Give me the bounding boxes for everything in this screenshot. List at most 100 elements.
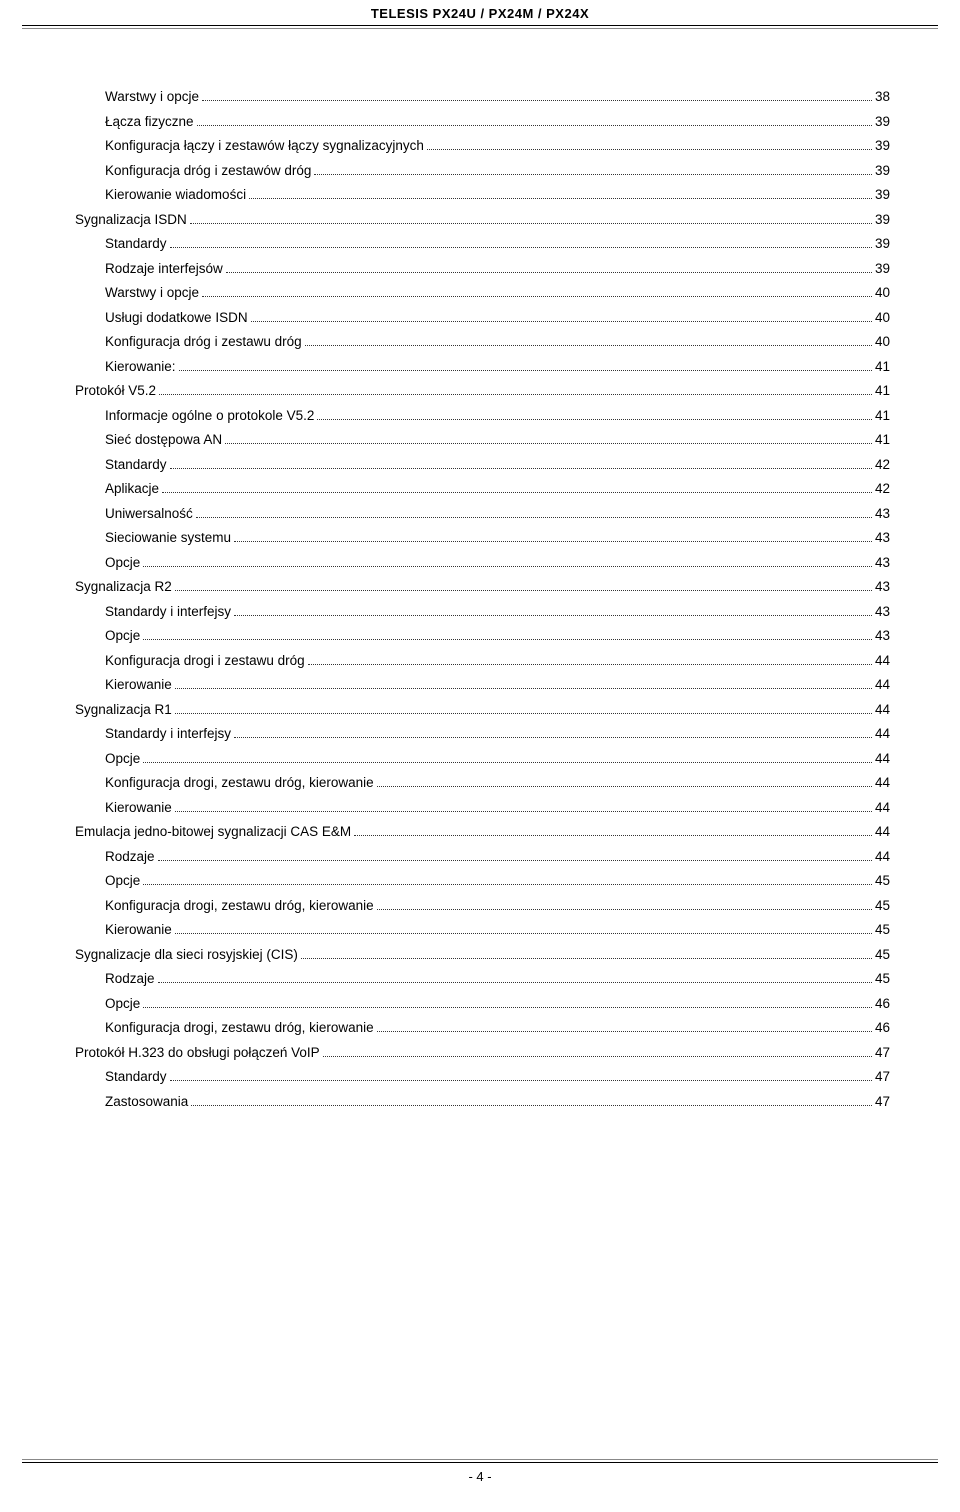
toc-entry: Protokół V5.241: [50, 383, 890, 398]
toc-leader-dots: [197, 125, 872, 126]
toc-leader-dots: [377, 1031, 872, 1032]
toc-entry: Uniwersalność43: [50, 506, 890, 521]
toc-entry: Sieciowanie systemu43: [50, 530, 890, 545]
toc-leader-dots: [308, 664, 872, 665]
toc-label: Standardy: [105, 457, 167, 472]
toc-label: Sygnalizacja R1: [75, 702, 172, 717]
toc-entry: Kierowanie:41: [50, 359, 890, 374]
toc-page-number: 44: [875, 677, 890, 692]
toc-entry: Kierowanie wiadomości39: [50, 187, 890, 202]
toc-label: Sieć dostępowa AN: [105, 432, 222, 447]
toc-entry: Usługi dodatkowe ISDN40: [50, 310, 890, 325]
toc-label: Sieciowanie systemu: [105, 530, 231, 545]
toc-label: Aplikacje: [105, 481, 159, 496]
toc-label: Informacje ogólne o protokole V5.2: [105, 408, 314, 423]
toc-leader-dots: [314, 174, 872, 175]
toc-page-number: 47: [875, 1069, 890, 1084]
toc-leader-dots: [249, 198, 872, 199]
toc-entry: Standardy 42: [50, 457, 890, 472]
toc-page-number: 45: [875, 922, 890, 937]
toc-entry: Warstwy i opcje40: [50, 285, 890, 300]
toc-entry: Standardy 47: [50, 1069, 890, 1084]
toc-page-number: 40: [875, 310, 890, 325]
toc-label: Opcje: [105, 751, 140, 766]
toc-entry: Kierowanie44: [50, 677, 890, 692]
toc-label: Standardy: [105, 1069, 167, 1084]
toc-entry: Opcje46: [50, 996, 890, 1011]
toc-entry: Konfiguracja łączy i zestawów łączy sygn…: [50, 138, 890, 153]
toc-entry: Opcje 43: [50, 555, 890, 570]
toc-page-number: 41: [875, 359, 890, 374]
toc-leader-dots: [175, 713, 872, 714]
toc-entry: Sygnalizacja ISDN39: [50, 212, 890, 227]
toc-entry: Opcje 44: [50, 751, 890, 766]
toc-label: Konfiguracja dróg i zestawu dróg: [105, 334, 302, 349]
toc-entry: Aplikacje 42: [50, 481, 890, 496]
toc-leader-dots: [234, 615, 872, 616]
toc-entry: Konfiguracja drogi i zestawu dróg 44: [50, 653, 890, 668]
toc-leader-dots: [202, 100, 872, 101]
toc-leader-dots: [317, 419, 872, 420]
toc-leader-dots: [323, 1056, 872, 1057]
toc-entry: Sygnalizacja R243: [50, 579, 890, 594]
toc-page-number: 45: [875, 947, 890, 962]
toc-leader-dots: [305, 345, 872, 346]
toc-leader-dots: [377, 786, 872, 787]
toc-label: Uniwersalność: [105, 506, 193, 521]
toc-page-number: 45: [875, 873, 890, 888]
toc-page-number: 46: [875, 996, 890, 1011]
toc-entry: Sygnalizacje dla sieci rosyjskiej (CIS) 4…: [50, 947, 890, 962]
toc-page-number: 44: [875, 653, 890, 668]
toc-label: Kierowanie: [105, 922, 172, 937]
toc-label: Standardy i interfejsy: [105, 604, 231, 619]
toc-label: Opcje: [105, 628, 140, 643]
toc-page-number: 39: [875, 187, 890, 202]
toc-label: Opcje: [105, 555, 140, 570]
toc-entry: Konfiguracja dróg i zestawów dróg 39: [50, 163, 890, 178]
toc-leader-dots: [143, 1007, 872, 1008]
toc-page-number: 40: [875, 334, 890, 349]
toc-leader-dots: [251, 321, 872, 322]
toc-entry: Rodzaje 44: [50, 849, 890, 864]
toc-leader-dots: [196, 517, 872, 518]
toc-page-number: 44: [875, 726, 890, 741]
toc-leader-dots: [158, 982, 872, 983]
toc-leader-dots: [159, 394, 872, 395]
document-header: TELESIS PX24U / PX24M / PX24X: [0, 0, 960, 25]
toc-entry: Zastosowania47: [50, 1094, 890, 1109]
toc-entry: Łącza fizyczne39: [50, 114, 890, 129]
toc-page-number: 42: [875, 481, 890, 496]
toc-page-number: 46: [875, 1020, 890, 1035]
toc-leader-dots: [226, 272, 872, 273]
toc-label: Sygnalizacja ISDN: [75, 212, 187, 227]
toc-page-number: 42: [875, 457, 890, 472]
toc-page-number: 41: [875, 408, 890, 423]
toc-label: Sygnalizacje dla sieci rosyjskiej (CIS): [75, 947, 298, 962]
toc-entry: Konfiguracja dróg i zestawu dróg 40: [50, 334, 890, 349]
toc-label: Opcje: [105, 873, 140, 888]
toc-page-number: 44: [875, 702, 890, 717]
toc-leader-dots: [175, 933, 872, 934]
toc-entry: Konfiguracja drogi, zestawu dróg, kierow…: [50, 1020, 890, 1035]
toc-label: Protokół V5.2: [75, 383, 156, 398]
toc-leader-dots: [234, 737, 872, 738]
toc-label: Emulacja jedno-bitowej sygnalizacji CAS …: [75, 824, 351, 839]
toc-leader-dots: [190, 223, 872, 224]
toc-leader-dots: [301, 958, 872, 959]
toc-page-number: 39: [875, 163, 890, 178]
toc-entry: Standardy39: [50, 236, 890, 251]
toc-page-number: 44: [875, 849, 890, 864]
toc-page-number: 43: [875, 555, 890, 570]
toc-label: Rodzaje: [105, 849, 155, 864]
toc-label: Konfiguracja dróg i zestawów dróg: [105, 163, 311, 178]
toc-page-number: 44: [875, 775, 890, 790]
toc-label: Konfiguracja drogi i zestawu dróg: [105, 653, 305, 668]
toc-leader-dots: [170, 247, 872, 248]
toc-label: Konfiguracja drogi, zestawu dróg, kierow…: [105, 898, 374, 913]
toc-leader-dots: [175, 811, 872, 812]
toc-leader-dots: [175, 590, 872, 591]
toc-leader-dots: [158, 860, 872, 861]
toc-page-number: 44: [875, 751, 890, 766]
toc-leader-dots: [234, 541, 872, 542]
toc-leader-dots: [170, 1080, 872, 1081]
